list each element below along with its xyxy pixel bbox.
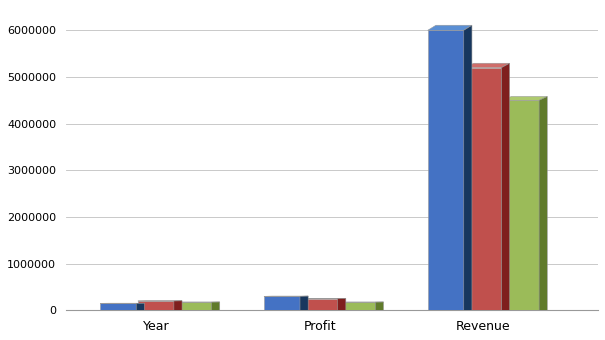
Bar [302,299,338,310]
Polygon shape [136,303,145,310]
Polygon shape [464,25,472,310]
Polygon shape [300,296,308,310]
Bar [175,302,212,310]
Bar [264,296,300,310]
Polygon shape [539,97,548,310]
Polygon shape [502,63,509,310]
Bar [100,303,136,310]
Bar [339,302,375,310]
Bar [465,68,502,310]
Polygon shape [338,299,346,310]
Polygon shape [375,302,384,310]
Polygon shape [428,25,472,30]
Bar [428,30,464,310]
Polygon shape [174,301,182,310]
Bar [503,100,539,310]
Polygon shape [212,302,220,310]
Bar [138,301,174,310]
Polygon shape [465,63,509,68]
Polygon shape [503,97,548,100]
